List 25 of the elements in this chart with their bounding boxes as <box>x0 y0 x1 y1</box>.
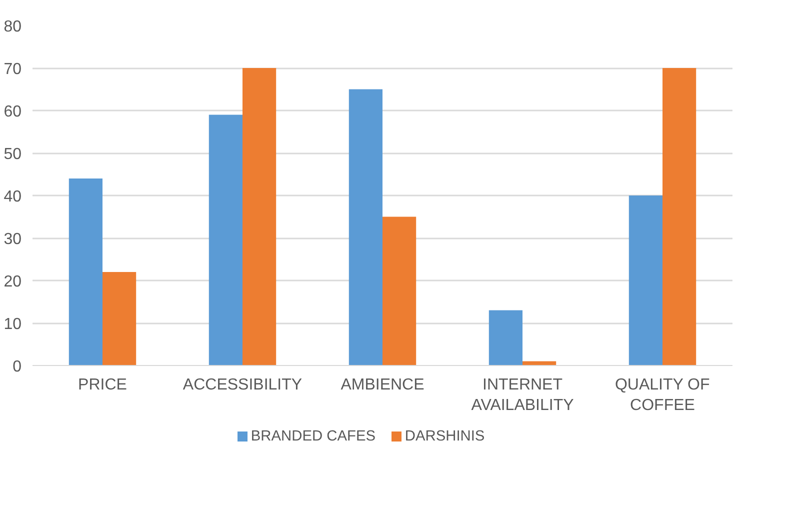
bar <box>68 178 102 366</box>
bar <box>662 68 696 366</box>
y-tick-label: 30 <box>4 231 22 248</box>
y-tick-label: 10 <box>4 316 22 333</box>
legend-label: DARSHINIS <box>404 428 485 444</box>
y-tick-label: 50 <box>4 146 22 163</box>
bar <box>628 196 662 366</box>
y-tick-label: 40 <box>4 188 22 206</box>
bar <box>102 272 136 366</box>
legend-label: BRANDED CAFES <box>250 428 376 444</box>
bar <box>242 68 276 366</box>
y-tick-label: 80 <box>4 18 22 36</box>
x-tick-label: INTERNET AVAILABILITY <box>471 376 574 414</box>
x-tick-label: PRICE <box>78 376 127 394</box>
y-tick-label: 20 <box>4 274 22 290</box>
bar <box>382 216 416 366</box>
y-tick-label: 70 <box>4 61 22 78</box>
y-tick-label: 0 <box>12 358 22 376</box>
bar <box>488 310 522 366</box>
bar <box>348 89 382 366</box>
x-tick-label: ACCESSIBILITY <box>182 376 302 394</box>
y-tick-label: 60 <box>4 104 22 120</box>
x-tick-label: AMBIENCE <box>340 376 424 394</box>
bar <box>208 114 242 366</box>
x-tick-label: QUALITY OF COFFEE <box>614 376 710 414</box>
